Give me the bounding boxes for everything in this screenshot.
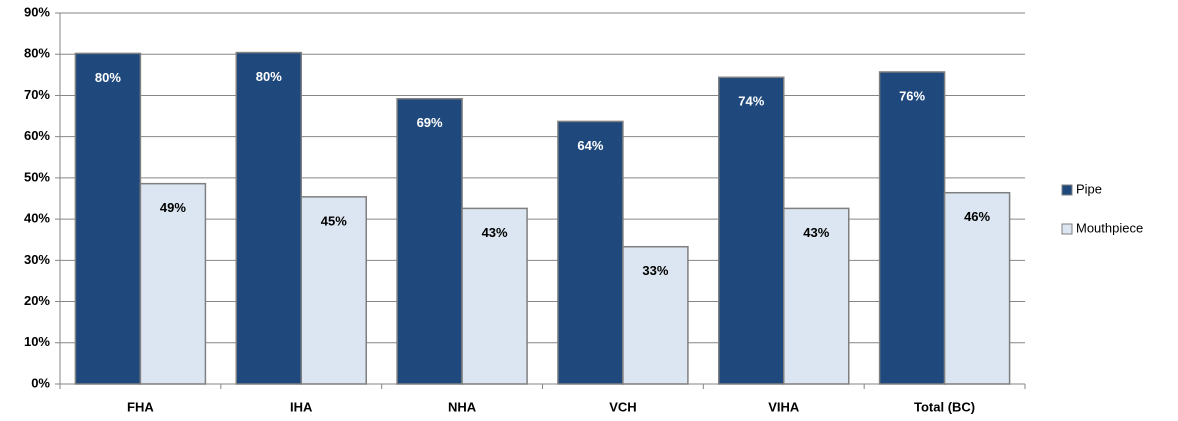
y-tick-label: 50% (24, 169, 50, 184)
bar (783, 207, 850, 385)
value-label: 64% (577, 138, 603, 153)
y-tick-label: 70% (24, 87, 50, 102)
bar (718, 76, 785, 385)
value-label: 46% (964, 209, 990, 224)
value-label: 45% (321, 213, 347, 228)
y-tick-label: 0% (31, 375, 50, 390)
legend-label: Pipe (1076, 181, 1102, 196)
bar (461, 207, 528, 385)
y-tick-label: 10% (24, 334, 50, 349)
bar (943, 191, 1011, 385)
value-label: 49% (160, 200, 186, 215)
x-tick-label: IHA (290, 399, 313, 414)
bar (396, 97, 463, 385)
value-label: 33% (642, 263, 668, 278)
bar (300, 196, 367, 385)
bar (622, 245, 689, 385)
bar (878, 71, 946, 385)
x-tick-label: NHA (448, 399, 477, 414)
value-label: 43% (803, 225, 829, 240)
legend-label: Mouthpiece (1076, 220, 1143, 235)
y-tick-label: 90% (24, 4, 50, 19)
bar (74, 52, 142, 385)
x-tick-label: Total (BC) (914, 399, 975, 414)
x-tick-label: FHA (127, 399, 154, 414)
x-tick-label: VCH (609, 399, 636, 414)
value-label: 80% (95, 70, 121, 85)
value-label: 43% (482, 225, 508, 240)
x-tick-label: VIHA (768, 399, 800, 414)
bar (139, 182, 207, 385)
y-tick-label: 80% (24, 46, 50, 61)
y-tick-label: 30% (24, 252, 50, 267)
y-tick-label: 60% (24, 128, 50, 143)
bar (557, 120, 624, 385)
bar (235, 51, 302, 385)
y-tick-label: 40% (24, 211, 50, 226)
value-label: 76% (899, 88, 925, 103)
y-tick-label: 20% (24, 293, 50, 308)
value-label: 69% (417, 115, 443, 130)
value-label: 74% (738, 94, 764, 109)
value-label: 80% (256, 69, 282, 84)
legend-swatch (1061, 184, 1073, 196)
legend-swatch (1061, 223, 1073, 235)
